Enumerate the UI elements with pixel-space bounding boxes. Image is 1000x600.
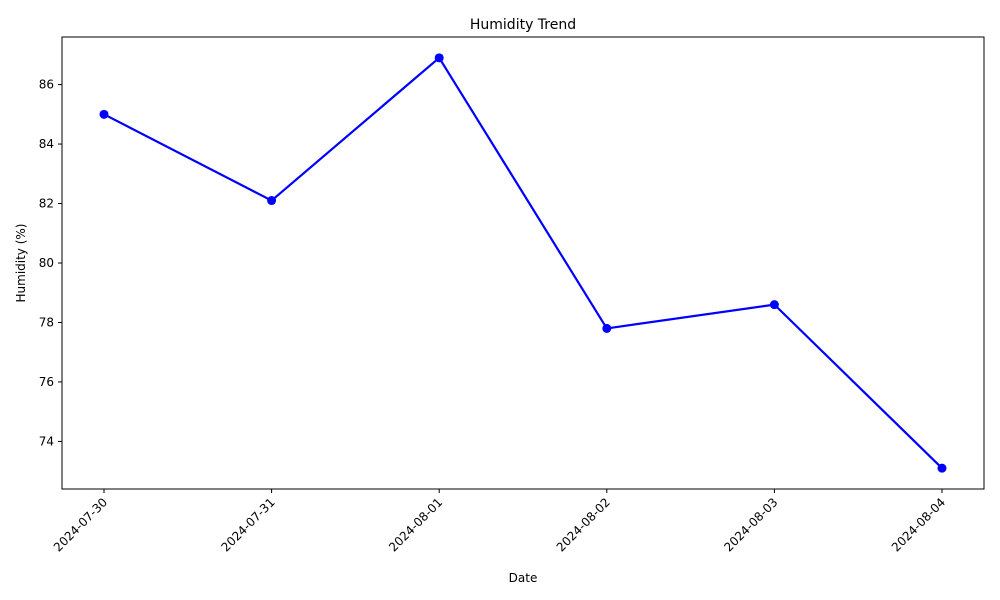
y-axis-label: Humidity (%) <box>14 224 28 303</box>
humidity-series-line <box>103 56 943 469</box>
data-point-2024-07-31 <box>267 196 277 206</box>
x-tick-label: 2024-08-04 <box>889 495 948 554</box>
x-tick-label: 2024-07-31 <box>219 495 278 554</box>
x-axis-label: Date <box>509 571 538 585</box>
data-point-markers <box>99 53 947 473</box>
x-axis-ticks: 2024-07-30 2024-07-31 2024-08-01 2024-08-02… <box>51 489 948 554</box>
y-tick-label: 86 <box>39 78 54 92</box>
data-point-2024-08-03 <box>769 300 779 310</box>
y-tick-label: 82 <box>39 197 54 211</box>
data-point-2024-08-01 <box>434 53 444 63</box>
data-point-2024-08-02 <box>602 323 612 333</box>
x-tick-label: 2024-08-02 <box>554 495 613 554</box>
y-tick-label: 76 <box>39 375 54 389</box>
y-tick-label: 80 <box>39 256 54 270</box>
plot-frame <box>61 36 985 490</box>
x-tick-label: 2024-07-30 <box>51 495 110 554</box>
y-tick-label: 74 <box>39 434 54 448</box>
chart-title: Humidity Trend <box>470 17 576 33</box>
y-tick-label: 84 <box>39 137 54 151</box>
x-tick-label: 2024-08-01 <box>386 495 445 554</box>
x-tick-label: 2024-08-03 <box>721 495 780 554</box>
data-point-2024-07-30 <box>99 109 109 119</box>
plot-area <box>62 37 984 489</box>
data-point-2024-08-04 <box>937 463 947 473</box>
y-tick-label: 78 <box>39 315 54 329</box>
y-axis-ticks: 74 76 78 80 82 84 86 <box>39 78 62 448</box>
